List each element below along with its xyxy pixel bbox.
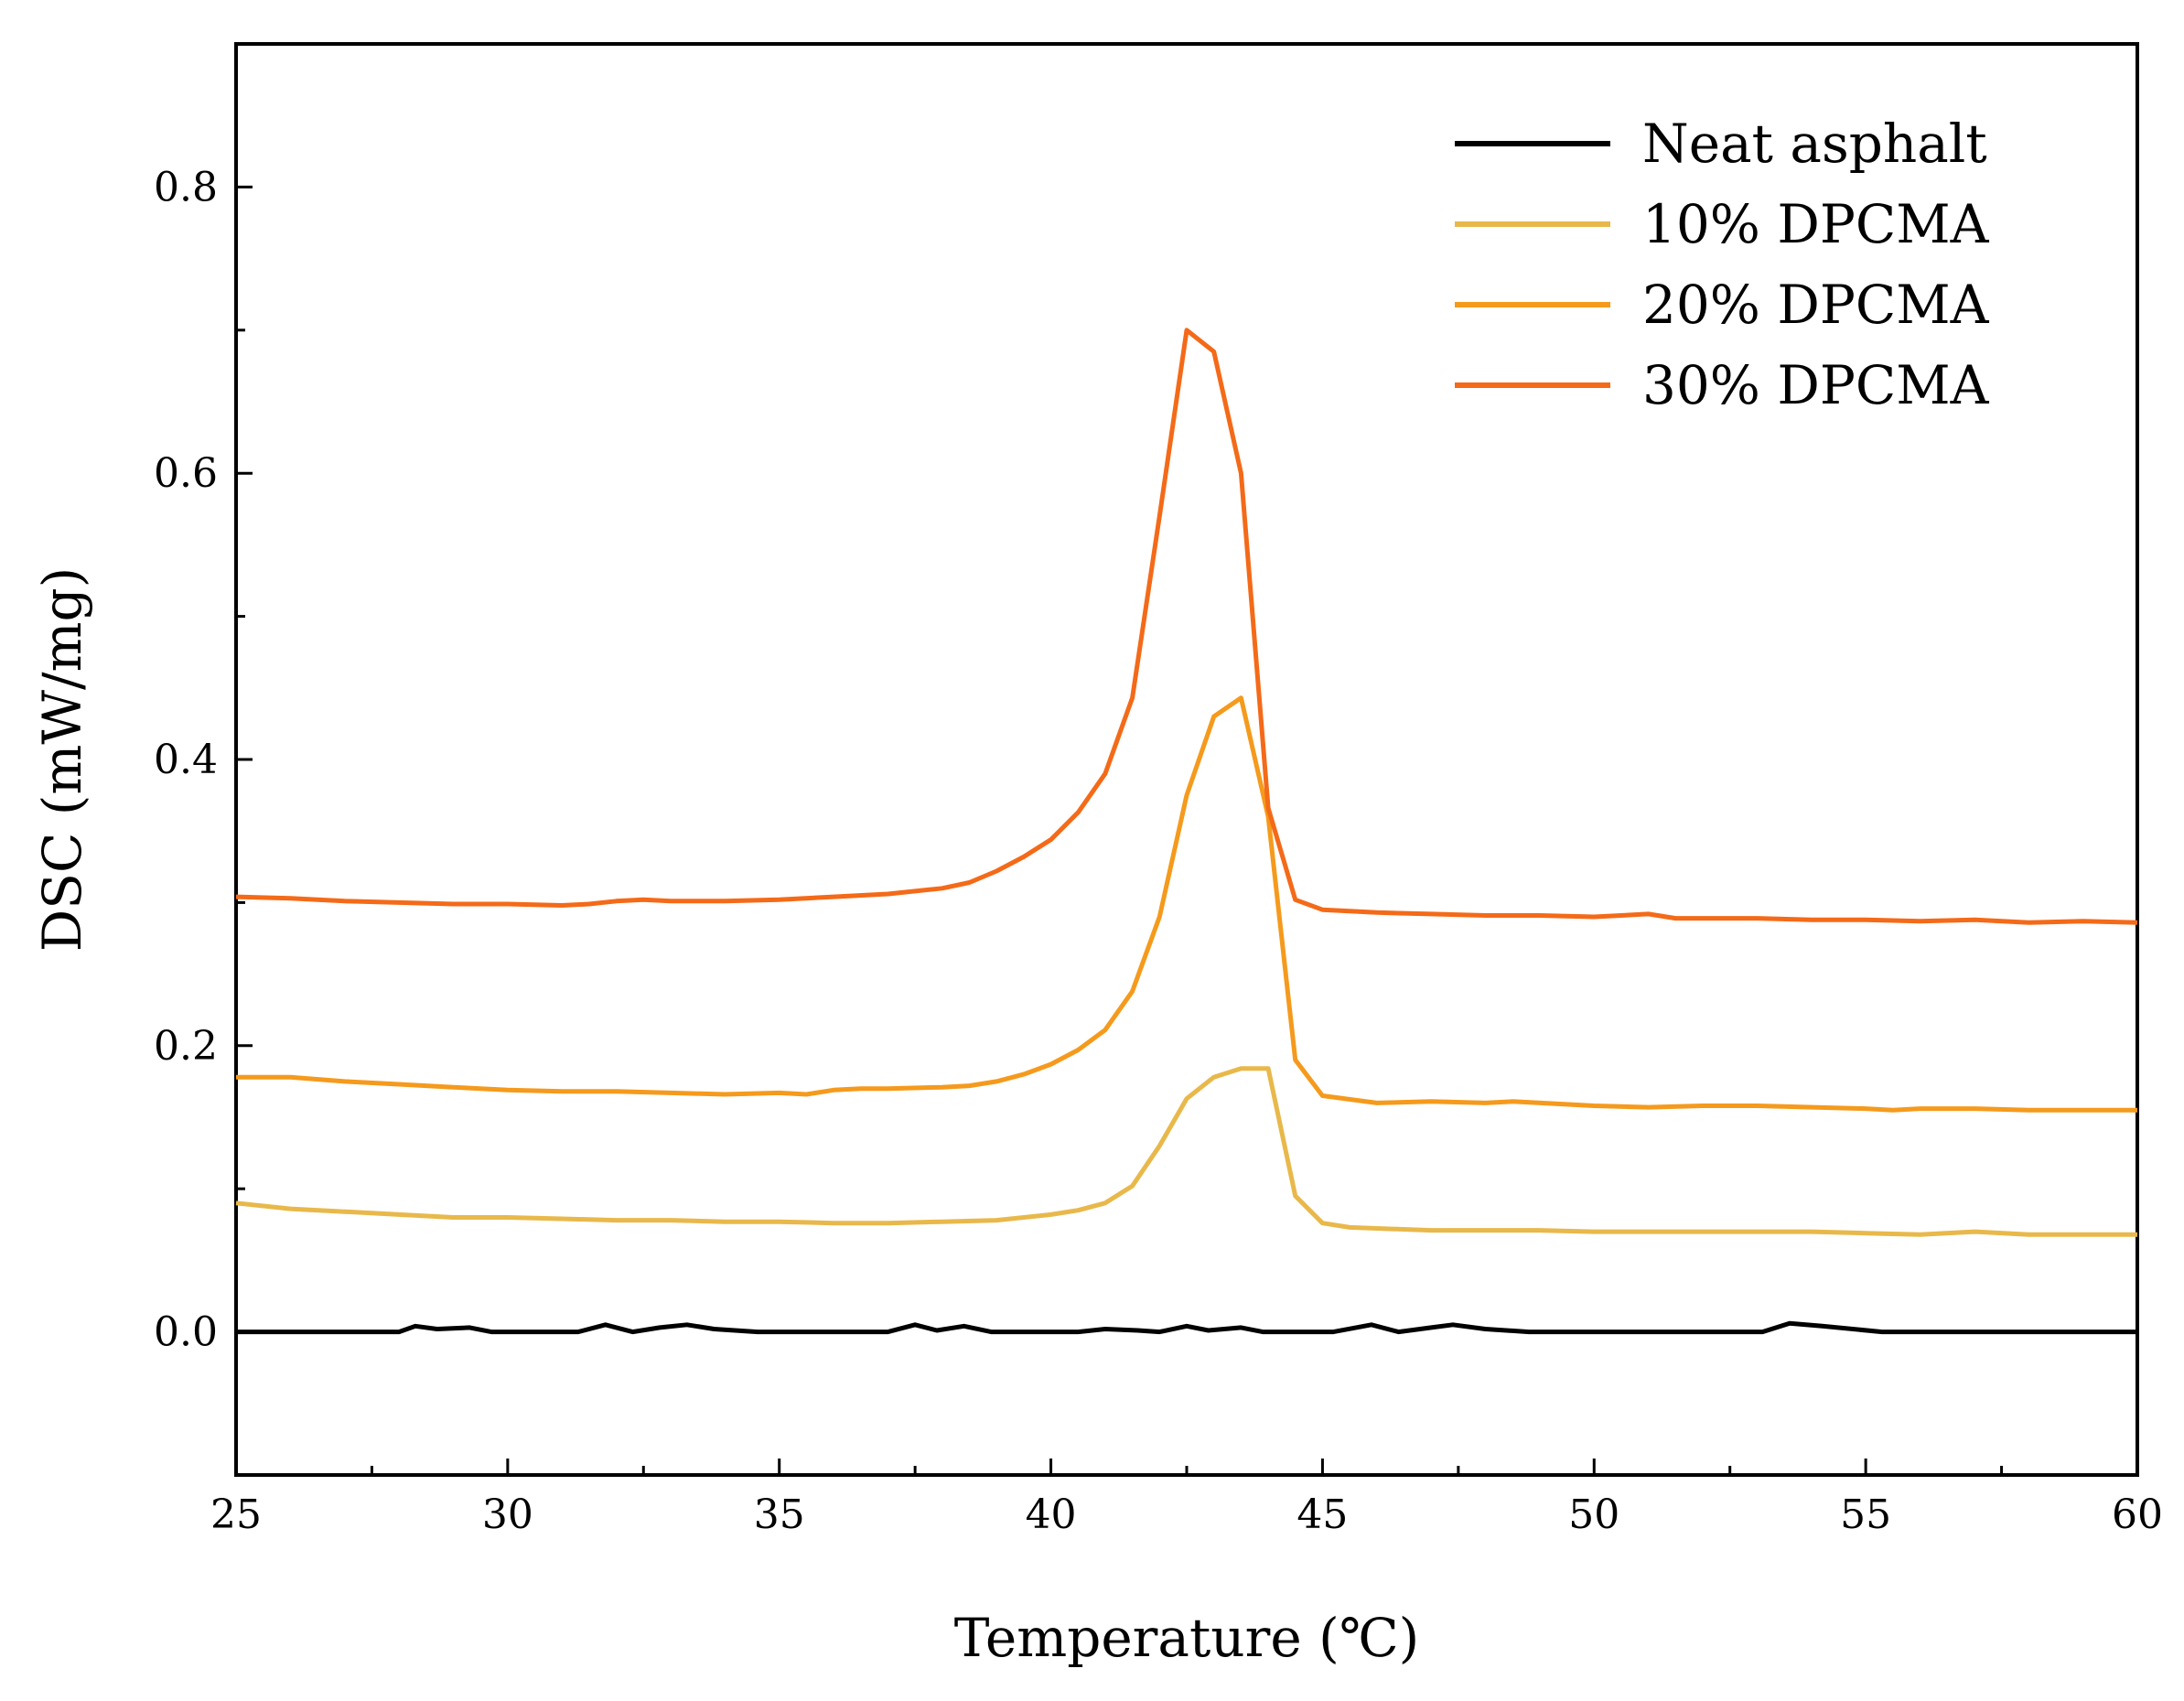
legend-label-3: 30% DPCMA (1642, 354, 1990, 416)
y-tick-label: 0.6 (154, 450, 218, 497)
x-tick-label: 35 (754, 1491, 805, 1538)
y-tick-label: 0.8 (154, 164, 218, 210)
y-axis-title: DSC (mW/mg) (31, 567, 93, 953)
x-axis-title: Temperature (℃) (954, 1607, 1420, 1669)
x-tick-label: 30 (482, 1491, 533, 1538)
x-tick-label: 40 (1026, 1491, 1077, 1538)
x-tick-label: 50 (1568, 1491, 1619, 1538)
series-line-3 (235, 328, 2138, 925)
plot-frame (234, 42, 2139, 1477)
series-line-0 (236, 1320, 2137, 1335)
x-tick-label: 55 (1840, 1491, 1891, 1538)
ticks-layer: 25 30 35 40 45 50 55 60 0.0 0.2 0.4 0.6 0.8 (154, 164, 2163, 1538)
y-tick-label: 0.0 (154, 1309, 218, 1356)
series-line-2 (236, 695, 2137, 1113)
y-tick-label: 0.2 (154, 1023, 218, 1070)
x-tick-label: 25 (210, 1491, 262, 1538)
series-line-1 (235, 1066, 2137, 1237)
legend-label-1: 10% DPCMA (1642, 193, 1990, 255)
x-tick-label: 45 (1296, 1491, 1348, 1538)
y-tick-label: 0.4 (154, 737, 218, 783)
legend-label-2: 20% DPCMA (1642, 274, 1990, 336)
x-tick-label: 60 (2112, 1491, 2163, 1538)
series-layer (235, 328, 2138, 1335)
legend: Neat asphalt 10% DPCMA 20% DPCMA 30% DPCMA (1455, 113, 1990, 416)
legend-label-0: Neat asphalt (1642, 113, 1987, 175)
